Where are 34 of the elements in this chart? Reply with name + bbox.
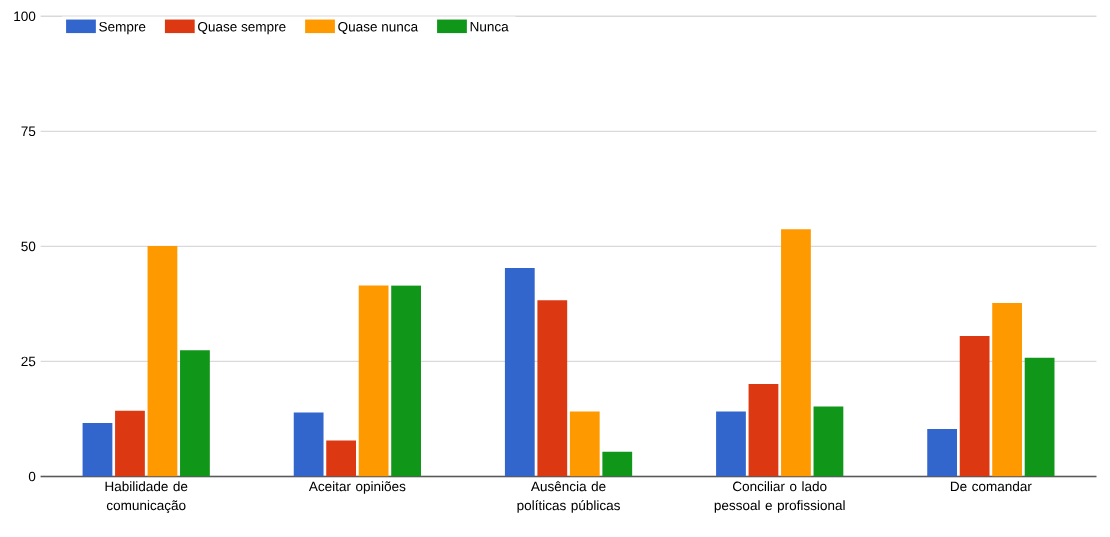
bar (781, 229, 811, 477)
legend-label: Sempre (99, 21, 146, 34)
x-tick-label: De comandar (950, 481, 1032, 492)
bar (992, 302, 1023, 477)
x-tick-label: Habilidade de comunicação (105, 481, 188, 513)
bar (927, 428, 958, 477)
bar (391, 285, 421, 477)
bar (1024, 357, 1055, 477)
bar (569, 411, 600, 477)
bar (748, 383, 779, 477)
bar (813, 406, 844, 477)
bar (537, 300, 568, 477)
x-tick-label: Ausência de políticas públicas (517, 481, 620, 513)
y-tick-label: 0 (28, 471, 36, 482)
bar (504, 267, 535, 477)
x-tick-label: Aceitar opiniões (308, 481, 406, 494)
bar (602, 451, 633, 477)
bar (326, 440, 357, 477)
legend-label: Nunca (470, 21, 509, 32)
y-tick-label: 100 (14, 11, 36, 21)
bar (115, 410, 145, 477)
x-tick-label: Conciliar o lado pessoal e profissional (714, 481, 845, 513)
bar (293, 412, 324, 477)
bar (358, 285, 389, 477)
y-tick-label: 50 (21, 241, 36, 251)
bar (716, 411, 746, 477)
legend-label: Quase nunca (338, 21, 419, 34)
y-tick-label: 25 (21, 356, 36, 367)
bar (180, 350, 210, 477)
bar (82, 422, 113, 477)
bar (147, 245, 178, 477)
bar (959, 335, 990, 477)
y-tick-label: 75 (21, 126, 36, 136)
legend-label: Quase sempre (198, 21, 286, 34)
